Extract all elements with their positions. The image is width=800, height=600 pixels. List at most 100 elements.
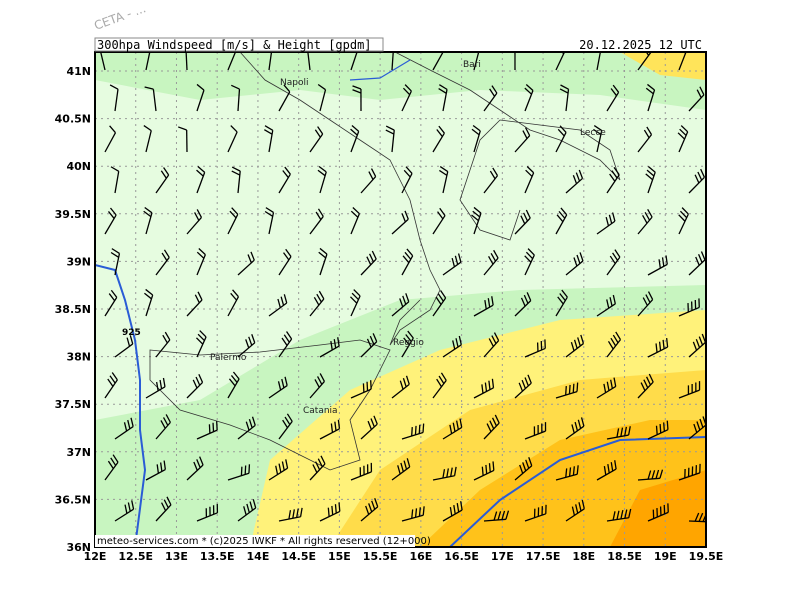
wind-barb xyxy=(143,124,152,153)
barb-flag xyxy=(678,214,686,222)
lat-label: 39N xyxy=(66,255,91,268)
barb-flag xyxy=(698,336,704,346)
barb-flag xyxy=(472,124,481,132)
wind-barb xyxy=(309,455,326,481)
barb-flag xyxy=(614,460,617,470)
barb-shaft xyxy=(196,89,205,112)
barb-flag xyxy=(194,212,200,221)
barb-flag xyxy=(369,253,375,263)
barb-flag xyxy=(197,291,203,301)
wind-barb xyxy=(483,167,499,194)
barb-flag xyxy=(473,206,482,214)
barb-flag xyxy=(610,462,614,472)
wind-barb xyxy=(514,457,533,481)
wind-barb xyxy=(524,248,535,276)
barb-flag xyxy=(607,340,614,350)
barb-flag xyxy=(296,508,299,518)
wind-barb xyxy=(104,125,117,153)
barb-flag xyxy=(458,335,462,345)
place-label: Palermo xyxy=(210,353,247,363)
barb-flag xyxy=(156,464,160,474)
barb-flag xyxy=(573,339,578,349)
barb-flag xyxy=(352,207,360,215)
barb-flag xyxy=(576,382,579,392)
map-area xyxy=(95,44,706,547)
wind-barb xyxy=(596,377,617,399)
barb-flag xyxy=(143,210,152,218)
barb-flag xyxy=(701,333,706,343)
wind-barb xyxy=(307,52,311,71)
barb-flag xyxy=(405,166,413,174)
lon-label: 14E xyxy=(247,550,270,563)
river xyxy=(349,59,411,81)
barb-flag xyxy=(603,383,607,393)
barb-flag xyxy=(402,295,407,305)
barb-shaft xyxy=(152,89,157,112)
barb-flag xyxy=(612,294,616,304)
barb-flag xyxy=(278,463,282,473)
barb-shaft xyxy=(185,52,188,71)
wind-barb xyxy=(688,168,706,194)
wind-barb xyxy=(319,419,341,440)
barb-flag xyxy=(492,167,499,176)
barb-flag xyxy=(385,44,393,48)
barb-flag xyxy=(608,214,613,224)
barb-flag xyxy=(195,337,204,345)
barb-flag xyxy=(681,207,689,215)
barb-flag xyxy=(488,380,491,390)
barb-flag xyxy=(403,169,411,178)
wind-barb xyxy=(593,125,603,153)
barb-flag xyxy=(577,419,582,429)
wind-barb xyxy=(114,417,134,440)
wind-barb xyxy=(439,166,449,194)
barb-flag xyxy=(655,425,658,435)
barb-flag xyxy=(197,165,206,173)
wind-barb xyxy=(186,456,204,481)
barb-flag xyxy=(277,298,281,308)
title-box xyxy=(94,37,384,52)
barb-flag xyxy=(603,465,607,476)
barb-flag xyxy=(642,215,648,224)
lon-label: 18.5E xyxy=(607,550,642,563)
barb-flag xyxy=(230,125,238,133)
barb-shaft xyxy=(391,52,394,71)
wind-barb xyxy=(637,126,653,153)
barb-flag xyxy=(192,379,198,389)
barb-flag xyxy=(352,85,362,90)
barb-flag xyxy=(144,206,153,214)
wind-barb xyxy=(688,86,705,112)
barb-flag xyxy=(497,511,502,521)
wind-barb xyxy=(596,212,616,235)
barb-flag xyxy=(612,511,616,521)
wind-barb xyxy=(442,253,462,276)
barb-flag xyxy=(407,330,414,339)
wind-barb xyxy=(114,335,134,358)
barb-flag xyxy=(489,170,496,180)
barb-flag xyxy=(613,167,620,176)
wind-barb xyxy=(432,52,444,71)
barb-flag xyxy=(112,454,119,463)
barb-flag xyxy=(411,509,414,519)
wind-barb xyxy=(401,330,414,358)
barb-flag xyxy=(556,214,564,223)
barb-flag xyxy=(643,379,649,389)
barb-flag xyxy=(610,88,618,97)
barb-flag xyxy=(568,467,572,477)
wind-barb xyxy=(268,376,288,399)
wind-barb xyxy=(350,380,372,399)
wind-barb xyxy=(186,209,203,235)
barb-flag xyxy=(646,169,655,177)
wind-barb xyxy=(688,512,706,523)
place-label: Reggio xyxy=(393,338,424,348)
barb-flag xyxy=(194,294,200,304)
barb-flag xyxy=(628,508,632,518)
barb-flag xyxy=(330,341,333,351)
wind-barb xyxy=(350,124,360,153)
wind-barb xyxy=(177,126,188,153)
barb-flag xyxy=(694,174,700,184)
lat-label: 41N xyxy=(66,65,91,78)
barb-flag xyxy=(251,416,256,426)
barb-flag xyxy=(404,84,412,92)
barb-flag xyxy=(521,379,527,389)
barb-flag xyxy=(350,210,359,218)
